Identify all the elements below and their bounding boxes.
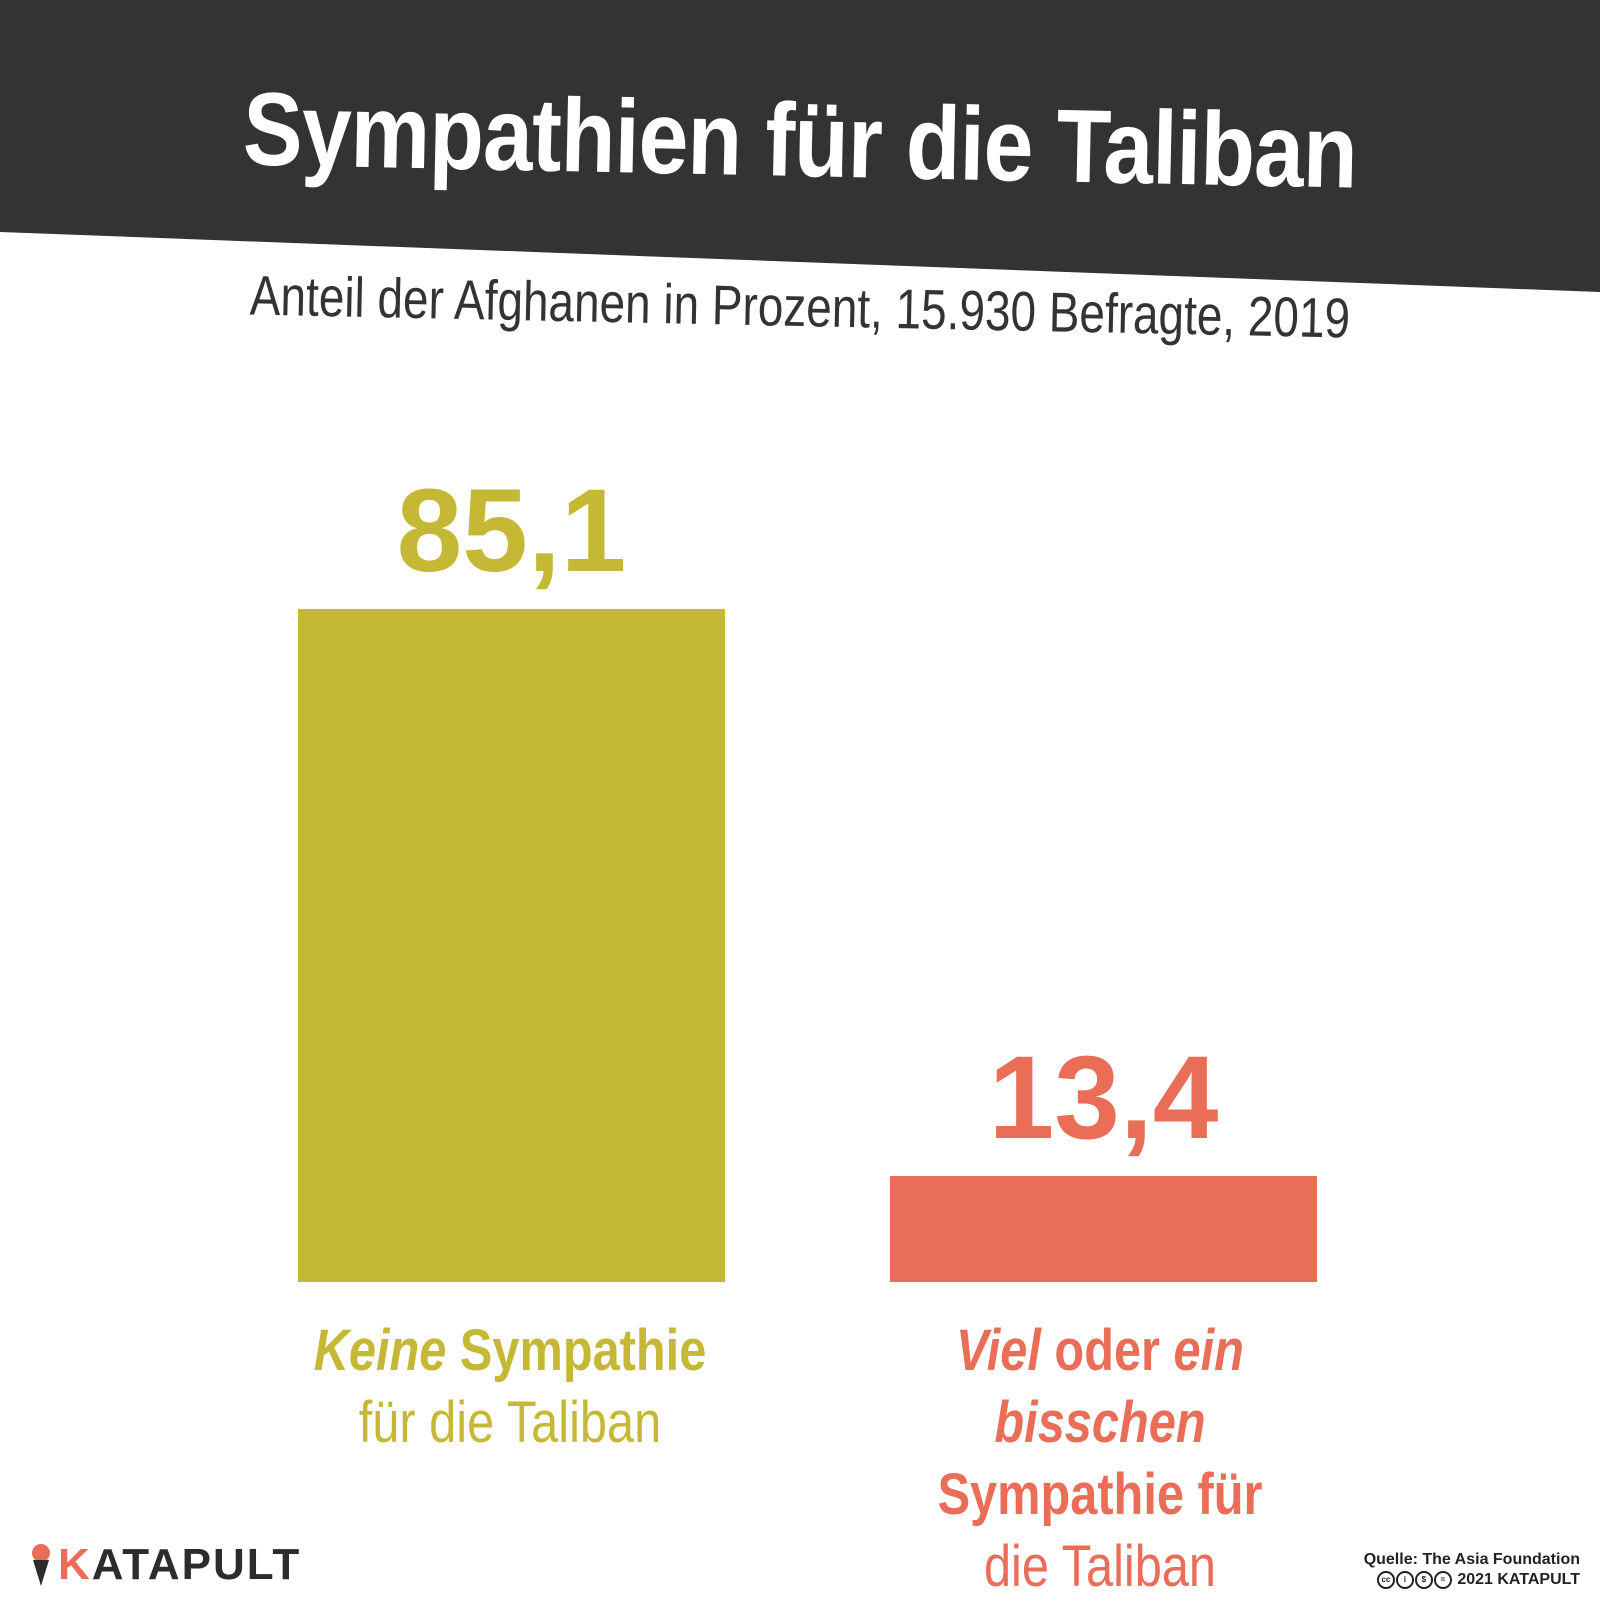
category-label-text: Sympathie [446, 1318, 707, 1383]
category-label-emphasis-2: ein bisschen [994, 1318, 1244, 1455]
category-label-line2: Sympathie für [937, 1462, 1263, 1527]
logo-wordmark: KATAPULT [58, 1540, 302, 1589]
category-label-no-sympathy: Keine Sympathie für die Taliban [283, 1315, 737, 1459]
category-label-text: oder [1040, 1318, 1174, 1383]
nc-icon: $ [1414, 1570, 1433, 1589]
category-label-line3: die Taliban [983, 1534, 1217, 1599]
copyright-text: 2021 KATAPULT [1457, 1571, 1580, 1588]
katapult-logo: KATAPULT [30, 1540, 301, 1590]
by-icon: i [1395, 1570, 1414, 1589]
nd-icon: = [1433, 1570, 1452, 1589]
bar-1 [890, 1176, 1317, 1282]
category-label-some-sympathy: Viel oder ein bisschen Sympathie für die… [848, 1315, 1352, 1603]
source-text: Quelle: The Asia Foundation [1363, 1551, 1580, 1568]
category-label-emphasis: Keine [313, 1318, 447, 1383]
ice-cream-icon [32, 1544, 50, 1586]
bar-0 [298, 609, 725, 1282]
category-label-emphasis: Viel [956, 1318, 1041, 1383]
cc-icon: cc [1376, 1570, 1395, 1589]
source-credit: Quelle: The Asia Foundation cc i $ = 2021 K… [1364, 1550, 1580, 1590]
bar-chart: 85,1 13,4 [298, 465, 1317, 1282]
data-label-0: 85,1 [397, 465, 627, 597]
data-label-1: 13,4 [989, 1032, 1219, 1164]
category-label-line2: für die Taliban [358, 1390, 662, 1455]
header-band [0, 0, 1600, 292]
